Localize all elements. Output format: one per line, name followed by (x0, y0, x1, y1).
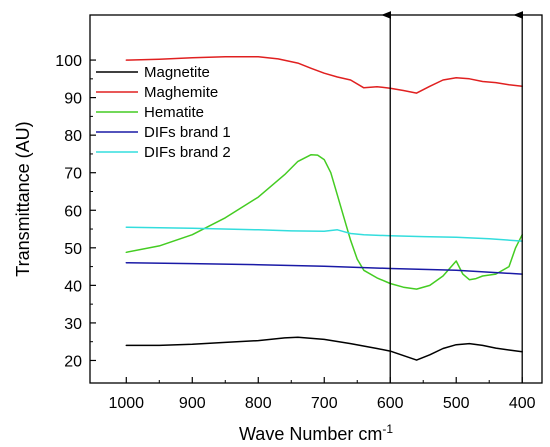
x-tick-label: 400 (509, 395, 536, 412)
y-tick-label: 50 (64, 241, 82, 258)
y-tick-label: 70 (64, 166, 82, 183)
y-tick-label: 40 (64, 278, 82, 295)
series-line-difs-brand-2 (125, 226, 523, 242)
series-line-maghemite (125, 55, 523, 94)
y-tick-label: 80 (64, 128, 82, 145)
legend-label: Magnetite (144, 64, 210, 81)
series-line-difs-brand-1 (125, 262, 523, 275)
legend-label: DIFs brand 1 (144, 124, 231, 141)
x-tick-label: 900 (179, 395, 206, 412)
y-tick-label: 100 (55, 53, 82, 70)
y-tick-label: 90 (64, 91, 82, 108)
legend-label: DIFs brand 2 (144, 144, 231, 161)
x-tick-label: 800 (245, 395, 272, 412)
series-layer (125, 55, 523, 361)
plot-frame (89, 14, 543, 384)
x-axis-title-superscript: -1 (382, 422, 393, 436)
y-tick-label: 30 (64, 316, 82, 333)
legend-label: Hematite (144, 104, 204, 121)
y-axis-ticks: 20 30 40 50 60 70 80 90 100 (55, 53, 96, 370)
x-axis-ticks: 1000 900 800 700 600 500 400 (108, 377, 536, 412)
annotation-layer (381, 11, 524, 383)
x-tick-label: 500 (443, 395, 470, 412)
x-tick-label: 600 (377, 395, 404, 412)
legend: Magnetite Maghemite Hematite DIFs brand 1 DI… (96, 64, 231, 161)
x-axis-title: Wave Number cm-1 (239, 422, 393, 444)
x-tick-label: 700 (311, 395, 338, 412)
y-tick-label: 20 (64, 353, 82, 370)
series-line-hematite (125, 153, 523, 290)
y-tick-label: 60 (64, 203, 82, 220)
y-axis-title: Transmittance (AU) (13, 121, 33, 276)
series-line-magnetite (125, 336, 523, 361)
legend-label: Maghemite (144, 84, 218, 101)
x-axis-title-main: Wave Number cm (239, 424, 382, 444)
x-tick-label: 1000 (108, 395, 144, 412)
